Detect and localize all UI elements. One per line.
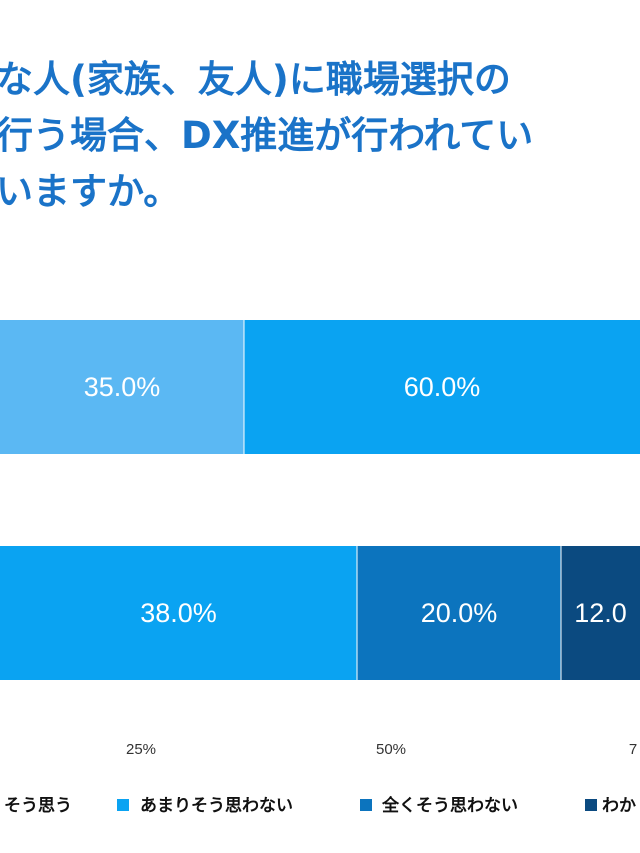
legend-label: わか xyxy=(602,796,636,816)
bar-segment xyxy=(0,320,244,454)
legend-swatch xyxy=(585,799,597,811)
legend-swatch xyxy=(117,799,129,811)
title-line-1: な人(家族、友人)に職場選択の xyxy=(0,58,511,101)
title-line-3: いますか。 xyxy=(0,170,181,213)
legend-label: そう思う xyxy=(4,796,72,816)
data-label: 20.0% xyxy=(421,598,498,628)
legend-label: あまりそう思わない xyxy=(140,796,293,816)
x-tick-label: 50% xyxy=(376,741,406,758)
bar-segment xyxy=(561,546,640,680)
data-label: 60.0% xyxy=(404,372,481,402)
title-line-2: 行う場合、DX推進が行われてい xyxy=(0,114,534,157)
legend-label: 全くそう思わない xyxy=(381,795,518,816)
legend-swatch xyxy=(360,799,372,811)
x-tick-label: 7 xyxy=(629,741,637,758)
chart-title: な人(家族、友人)に職場選択の 行う場合、DX推進が行われてい いますか。 xyxy=(0,52,640,220)
x-tick-label: 25% xyxy=(126,741,156,758)
bar-segment xyxy=(357,546,561,680)
data-label: 35.0% xyxy=(84,372,161,402)
data-label: 12.0 xyxy=(574,598,627,628)
data-label: 38.0% xyxy=(140,598,217,628)
bar-segment xyxy=(0,546,357,680)
bar-segment xyxy=(244,320,640,454)
